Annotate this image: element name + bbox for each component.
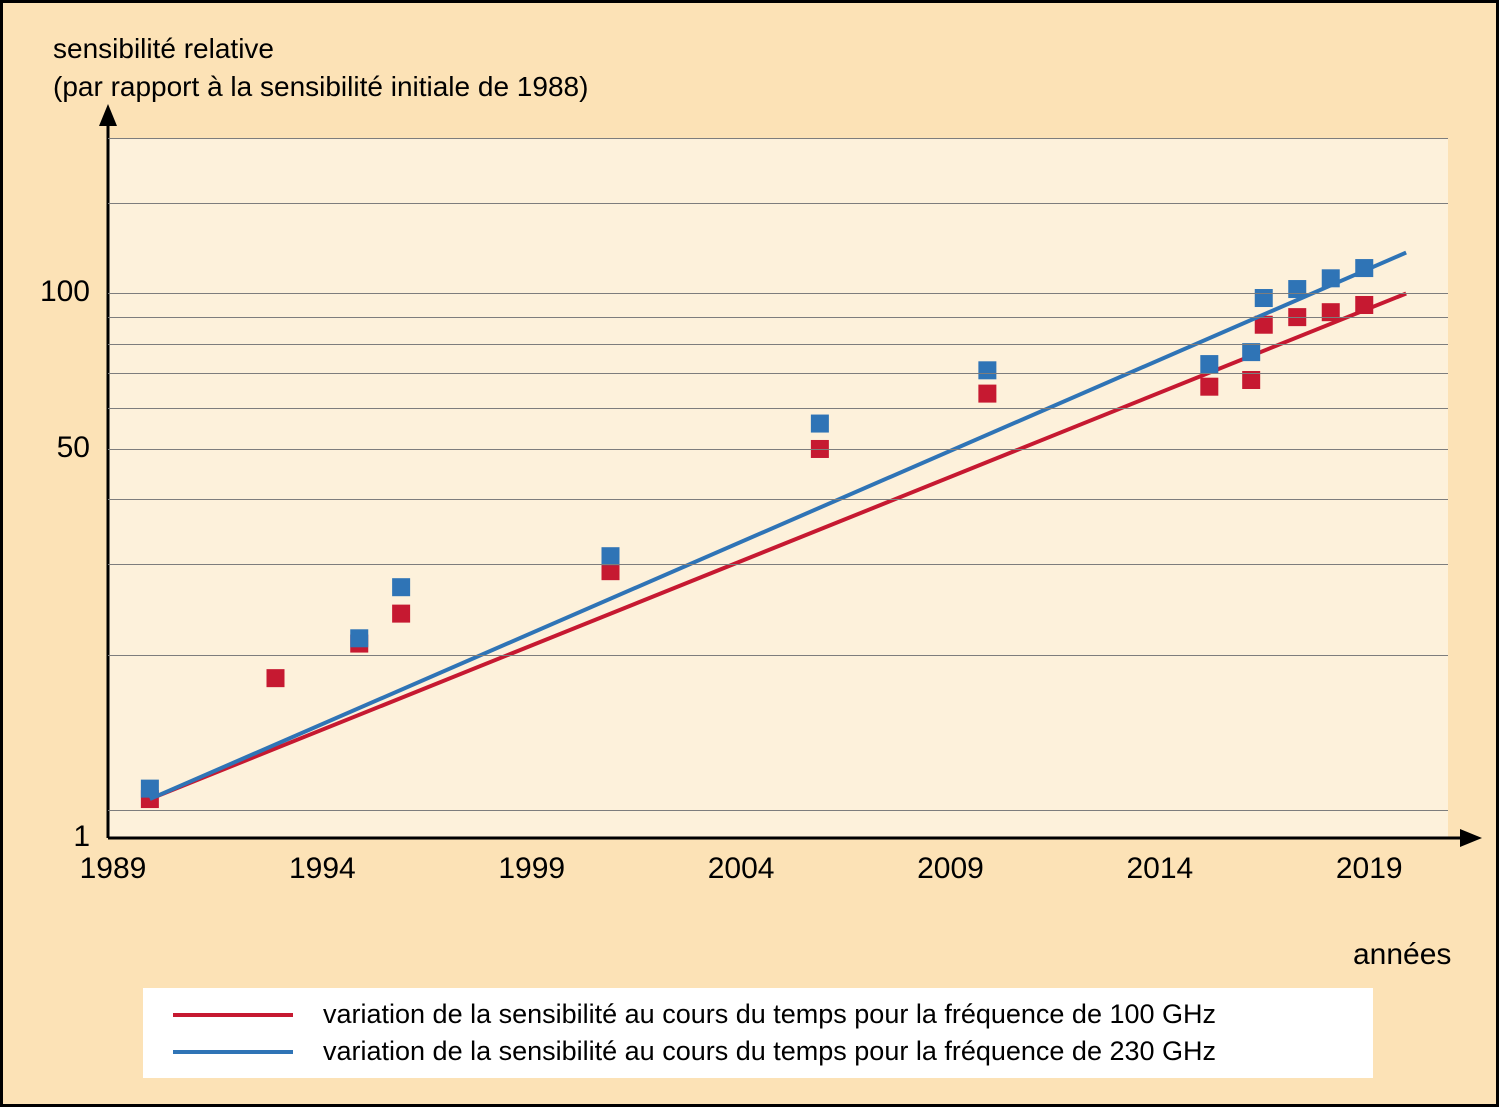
x-tick-label: 2009 xyxy=(911,852,991,886)
data-marker xyxy=(811,415,829,433)
data-marker xyxy=(267,669,285,687)
data-marker xyxy=(392,578,410,596)
gridline xyxy=(108,373,1448,374)
gridline xyxy=(108,293,1448,294)
y-tick-label: 50 xyxy=(57,431,90,465)
legend: variation de la sensibilité au cours du … xyxy=(143,988,1373,1078)
gridline xyxy=(108,138,1448,139)
x-tick-label: 2019 xyxy=(1329,852,1409,886)
plot-area xyxy=(108,138,1448,838)
gridline xyxy=(108,449,1448,450)
gridline xyxy=(108,499,1448,500)
trendline-ghz230 xyxy=(150,253,1406,799)
x-tick-label: 1989 xyxy=(73,852,153,886)
legend-label: variation de la sensibilité au cours du … xyxy=(323,999,1216,1030)
gridline xyxy=(108,564,1448,565)
y-tick-label: 1 xyxy=(73,820,90,854)
data-marker xyxy=(392,605,410,623)
data-marker xyxy=(1200,355,1218,373)
data-marker xyxy=(350,629,368,647)
data-marker xyxy=(1200,378,1218,396)
x-tick-label: 2004 xyxy=(701,852,781,886)
x-axis-arrowhead-icon xyxy=(1460,829,1482,847)
x-tick-label: 1994 xyxy=(282,852,362,886)
gridline xyxy=(108,655,1448,656)
data-marker xyxy=(141,780,159,798)
legend-label: variation de la sensibilité au cours du … xyxy=(323,1036,1216,1067)
data-marker xyxy=(1255,289,1273,307)
data-marker xyxy=(1322,269,1340,287)
x-tick-label: 2014 xyxy=(1120,852,1200,886)
y-tick-label: 100 xyxy=(40,275,90,309)
data-marker xyxy=(1355,296,1373,314)
legend-swatch xyxy=(173,1050,293,1054)
x-tick-label: 1999 xyxy=(492,852,572,886)
data-marker xyxy=(1288,280,1306,298)
gridline xyxy=(108,203,1448,204)
gridline xyxy=(108,317,1448,318)
data-marker xyxy=(602,547,620,565)
gridline xyxy=(108,408,1448,409)
data-marker xyxy=(978,361,996,379)
data-marker xyxy=(978,385,996,403)
y-axis-title-line1: sensibilité relative xyxy=(53,33,274,65)
data-marker xyxy=(1242,343,1260,361)
gridline xyxy=(108,810,1448,811)
chart-svg xyxy=(108,138,1448,838)
data-marker xyxy=(1322,303,1340,321)
legend-swatch xyxy=(173,1013,293,1017)
data-marker xyxy=(1355,259,1373,277)
gridline xyxy=(108,344,1448,345)
chart-frame: sensibilité relative (par rapport à la s… xyxy=(0,0,1499,1107)
y-axis-arrowhead-icon xyxy=(99,104,117,126)
legend-row: variation de la sensibilité au cours du … xyxy=(173,999,1373,1030)
y-axis-title-line2: (par rapport à la sensibilité initiale d… xyxy=(53,71,588,103)
x-axis-label: années xyxy=(1353,938,1451,972)
legend-row: variation de la sensibilité au cours du … xyxy=(173,1036,1373,1067)
